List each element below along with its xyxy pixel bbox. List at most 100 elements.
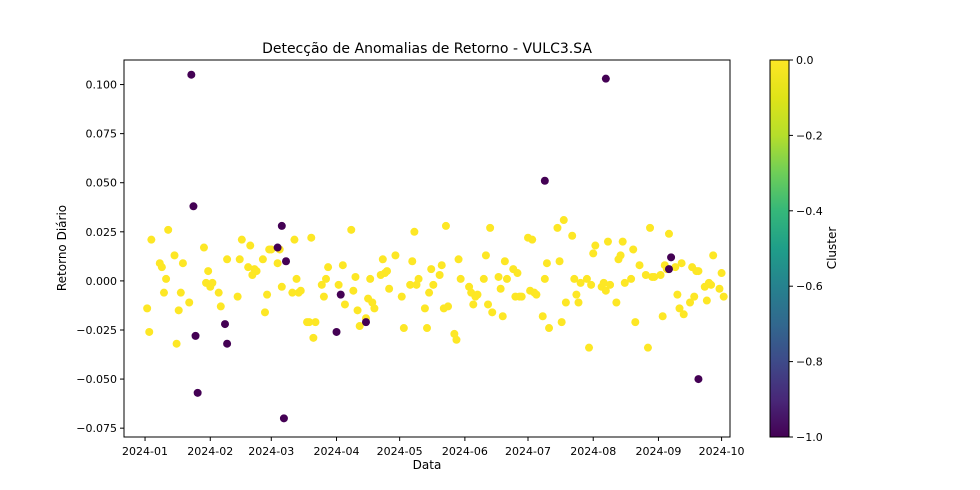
normal-point bbox=[267, 245, 276, 254]
normal-point bbox=[673, 290, 682, 299]
normal-point bbox=[538, 312, 547, 321]
normal-point bbox=[582, 274, 591, 283]
colorbar-tick-label: −1.0 bbox=[796, 431, 823, 444]
normal-point bbox=[574, 298, 583, 307]
anomaly-point bbox=[191, 331, 200, 340]
normal-point bbox=[559, 216, 568, 225]
normal-point bbox=[587, 280, 596, 289]
normal-point bbox=[576, 278, 585, 287]
anomaly-point bbox=[279, 414, 288, 423]
anomaly-point bbox=[193, 388, 202, 397]
x-tick-label: 2024-04 bbox=[314, 445, 360, 458]
normal-point bbox=[656, 271, 665, 280]
normal-point bbox=[216, 302, 225, 311]
data-points bbox=[143, 70, 728, 423]
anomaly-point bbox=[336, 290, 345, 299]
anomaly-point bbox=[667, 253, 676, 262]
normal-point bbox=[486, 223, 495, 232]
chart-title: Detecção de Anomalias de Retorno - VULC3… bbox=[262, 41, 592, 57]
normal-point bbox=[378, 255, 387, 264]
normal-point bbox=[351, 272, 360, 281]
normal-point bbox=[686, 298, 695, 307]
normal-point bbox=[502, 274, 511, 283]
normal-point bbox=[437, 261, 446, 270]
normal-point bbox=[456, 274, 465, 283]
normal-point bbox=[246, 241, 255, 250]
x-tick-label: 2024-09 bbox=[635, 445, 681, 458]
normal-point bbox=[366, 274, 375, 283]
normal-point bbox=[338, 261, 347, 270]
normal-point bbox=[260, 308, 269, 317]
anomaly-point bbox=[601, 74, 610, 83]
normal-point bbox=[425, 288, 434, 297]
normal-point bbox=[145, 327, 154, 336]
normal-point bbox=[702, 296, 711, 305]
anomaly-point bbox=[273, 243, 282, 252]
normal-point bbox=[452, 335, 461, 344]
normal-point bbox=[601, 286, 610, 295]
normal-point bbox=[147, 235, 156, 244]
colorbar-tick-label: −0.2 bbox=[796, 129, 823, 142]
normal-point bbox=[494, 272, 503, 281]
normal-point bbox=[427, 265, 436, 274]
normal-point bbox=[349, 286, 358, 295]
normal-point bbox=[223, 255, 232, 264]
normal-point bbox=[664, 229, 673, 238]
colorbar-tick-label: −0.4 bbox=[796, 205, 823, 218]
normal-point bbox=[496, 284, 505, 293]
normal-point bbox=[208, 278, 217, 287]
normal-point bbox=[199, 243, 208, 252]
normal-point bbox=[233, 292, 242, 301]
normal-point bbox=[170, 251, 179, 260]
anomaly-point bbox=[189, 202, 198, 211]
normal-point bbox=[603, 237, 612, 246]
normal-point bbox=[309, 333, 318, 342]
colorbar-tick-label: −0.6 bbox=[796, 280, 823, 293]
normal-point bbox=[157, 263, 166, 272]
normal-point bbox=[340, 300, 349, 309]
normal-point bbox=[540, 274, 549, 283]
x-tick-label: 2024-01 bbox=[122, 445, 168, 458]
normal-point bbox=[675, 304, 684, 313]
normal-point bbox=[589, 249, 598, 258]
normal-point bbox=[237, 235, 246, 244]
normal-point bbox=[307, 233, 316, 242]
normal-point bbox=[631, 318, 640, 327]
normal-point bbox=[454, 255, 463, 264]
normal-point bbox=[159, 288, 168, 297]
normal-point bbox=[635, 261, 644, 270]
colorbar-tick-label: 0.0 bbox=[796, 54, 814, 67]
normal-point bbox=[599, 278, 608, 287]
normal-point bbox=[500, 257, 509, 266]
y-tick-label: 0.025 bbox=[86, 226, 118, 239]
normal-point bbox=[591, 241, 600, 250]
normal-point bbox=[473, 290, 482, 299]
normal-point bbox=[612, 298, 621, 307]
normal-point bbox=[532, 290, 541, 299]
normal-point bbox=[629, 245, 638, 254]
normal-point bbox=[214, 288, 223, 297]
normal-point bbox=[204, 267, 213, 276]
normal-point bbox=[235, 255, 244, 264]
normal-point bbox=[627, 274, 636, 283]
normal-point bbox=[517, 292, 526, 301]
normal-point bbox=[383, 267, 392, 276]
normal-point bbox=[319, 292, 328, 301]
normal-point bbox=[484, 300, 493, 309]
normal-point bbox=[557, 318, 566, 327]
colorbar-ticks: 0.0 −0.2 −0.4 −0.6 −0.8 −1.0 bbox=[789, 54, 823, 444]
normal-point bbox=[435, 271, 444, 280]
plot-area-frame bbox=[123, 59, 731, 438]
anomaly-point bbox=[694, 375, 703, 384]
normal-point bbox=[414, 274, 423, 283]
normal-point bbox=[397, 292, 406, 301]
anomaly-point bbox=[282, 257, 291, 266]
x-tick-label: 2024-05 bbox=[377, 445, 423, 458]
normal-point bbox=[620, 278, 629, 287]
normal-point bbox=[641, 271, 650, 280]
y-axis-ticks: −0.075 −0.050 −0.025 0.000 0.025 0.050 0.075 0.… bbox=[76, 79, 124, 435]
normal-point bbox=[561, 298, 570, 307]
normal-point bbox=[618, 237, 627, 246]
normal-point bbox=[263, 290, 272, 299]
